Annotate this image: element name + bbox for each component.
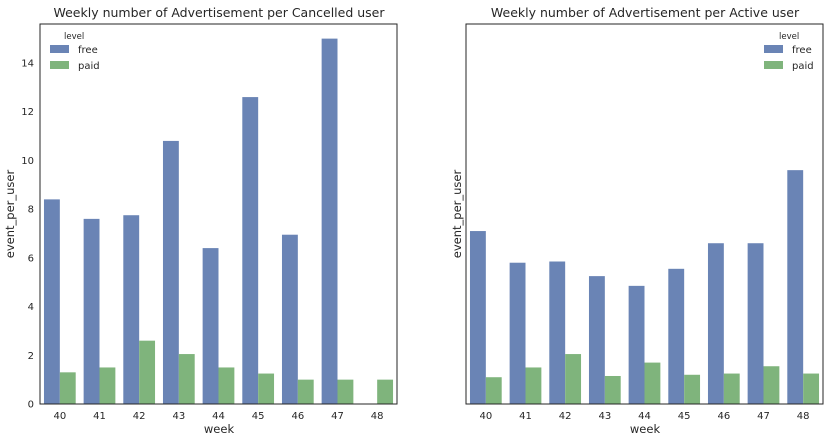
x-tick-label: 42 (559, 411, 572, 422)
bar-paid-week-45 (684, 374, 701, 404)
x-tick-label: 40 (53, 411, 66, 422)
bar-free-week-44 (628, 285, 645, 404)
bar-paid-week-44 (218, 367, 235, 404)
bar-free-week-42 (123, 215, 140, 404)
legend-title: level (779, 32, 799, 42)
x-tick-label: 46 (291, 411, 304, 422)
x-tick-label: 48 (371, 411, 384, 422)
bar-paid-week-48 (377, 379, 394, 404)
bar-paid-week-40 (485, 377, 502, 404)
x-tick-label: 45 (678, 411, 691, 422)
legend-label-free: free (792, 45, 812, 56)
y-tick-label: 6 (28, 253, 34, 264)
legend: level free paid (764, 32, 814, 72)
bar-free-week-43 (162, 140, 179, 405)
bar-free-week-40 (469, 231, 486, 404)
bar-free-week-44 (202, 248, 219, 404)
x-tick-label: 44 (638, 411, 651, 422)
x-tick-label: 44 (212, 411, 225, 422)
bar-paid-week-45 (258, 373, 275, 404)
legend-swatch-free (50, 45, 69, 53)
plot-frame (465, 23, 824, 405)
x-tick-label: 46 (717, 411, 730, 422)
x-tick-label: 43 (598, 411, 611, 422)
legend-label-free: free (78, 45, 98, 56)
plot-area: 40 41 42 43 44 45 46 47 48 (469, 170, 820, 422)
x-tick-label: 42 (133, 411, 146, 422)
chart-title: Weekly number of Advertisement per Activ… (491, 5, 800, 20)
chart-title: Weekly number of Advertisement per Cance… (53, 5, 385, 20)
x-tick-label: 41 (93, 411, 106, 422)
bar-free-week-47 (747, 243, 764, 404)
bar-free-week-43 (588, 276, 605, 404)
legend-label-paid: paid (792, 61, 814, 72)
bar-paid-week-48 (803, 373, 820, 404)
bar-paid-week-41 (99, 367, 116, 404)
bar-paid-week-47 (763, 366, 780, 404)
legend-swatch-paid (764, 61, 783, 69)
x-tick-label: 47 (757, 411, 770, 422)
bar-free-week-46 (281, 234, 298, 404)
plot-frame (39, 23, 398, 405)
x-tick-label: 47 (331, 411, 344, 422)
legend-swatch-free (764, 45, 783, 53)
chart-cancelled-users: Weekly number of Advertisement per Cance… (3, 5, 398, 436)
bar-paid-week-43 (604, 375, 621, 404)
x-axis-label: week (630, 422, 661, 436)
y-tick-label: 12 (21, 107, 34, 118)
bar-free-week-40 (43, 199, 60, 404)
bar-paid-week-46 (297, 379, 314, 404)
legend: level free paid (50, 32, 100, 72)
chart-active-users: Weekly number of Advertisement per Activ… (450, 5, 824, 436)
bar-free-week-45 (242, 97, 259, 404)
x-tick-label: 43 (172, 411, 185, 422)
bar-free-week-41 (83, 218, 100, 404)
bar-paid-week-43 (178, 354, 195, 404)
x-tick-label: 41 (519, 411, 532, 422)
y-axis-label: event_per_user (3, 170, 17, 259)
bar-free-week-41 (509, 262, 526, 404)
bar-paid-week-40 (59, 372, 76, 404)
bar-paid-week-42 (565, 354, 582, 404)
bar-free-week-42 (549, 261, 566, 404)
bar-free-week-48 (787, 170, 804, 404)
x-axis-label: week (204, 422, 235, 436)
bar-paid-week-47 (337, 379, 354, 404)
y-axis-label: event_per_user (450, 170, 464, 259)
y-tick-label: 8 (28, 205, 34, 216)
legend-title: level (64, 32, 84, 42)
y-tick-label: 14 (21, 58, 34, 69)
bar-free-week-45 (668, 268, 685, 404)
bar-paid-week-46 (723, 373, 740, 404)
y-tick-label: 4 (28, 302, 34, 313)
x-tick-label: 40 (479, 411, 492, 422)
y-tick-label: 0 (28, 400, 34, 411)
y-tick-label: 10 (21, 156, 34, 167)
bar-paid-week-41 (525, 367, 542, 404)
legend-label-paid: paid (78, 61, 100, 72)
x-tick-label: 45 (252, 411, 265, 422)
bar-free-week-46 (707, 243, 724, 404)
y-tick-label: 2 (28, 351, 34, 362)
x-tick-label: 48 (797, 411, 810, 422)
legend-swatch-paid (50, 61, 69, 69)
bar-free-week-47 (321, 38, 338, 405)
bar-paid-week-44 (644, 362, 661, 404)
bar-paid-week-42 (139, 340, 156, 404)
